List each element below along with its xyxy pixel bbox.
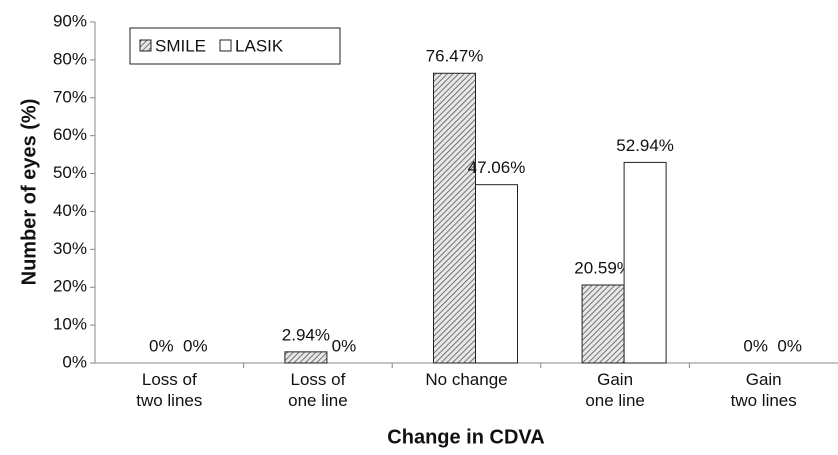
bar (581, 284, 625, 364)
data-label: 76.47% (426, 47, 484, 66)
y-tick-label: 10% (53, 315, 87, 334)
bar (623, 161, 667, 364)
legend-swatch (219, 39, 232, 52)
y-tick-label: 60% (53, 125, 87, 144)
bar (475, 184, 518, 364)
y-tick-label: 80% (53, 49, 87, 68)
data-label: 0% (332, 336, 357, 355)
legend-label: SMILE (155, 36, 206, 55)
y-tick-label: 40% (53, 201, 87, 220)
data-label: 0% (777, 336, 802, 355)
x-tick-label: No change (425, 370, 508, 389)
data-label: 47.06% (468, 158, 526, 177)
y-tick-label: 50% (53, 163, 87, 182)
x-axis-title: Change in CDVA (387, 426, 544, 448)
legend-label: LASIK (235, 36, 284, 55)
x-tick-label: Loss of two lines (136, 370, 203, 410)
y-tick-label: 70% (53, 87, 87, 106)
legend-swatch (139, 39, 152, 52)
x-tick-label: Gain one line (585, 370, 645, 410)
data-label: 20.59% (574, 258, 632, 277)
data-label: 2.94% (282, 325, 330, 344)
data-label: 0% (183, 336, 208, 355)
bar (284, 351, 328, 364)
y-axis-title: Number of eyes (%) (18, 99, 40, 286)
y-tick-label: 0% (62, 352, 87, 371)
data-label: 0% (743, 336, 768, 355)
data-label: 0% (149, 336, 174, 355)
x-tick-label: Loss of one line (288, 370, 348, 410)
bar (433, 72, 476, 364)
y-tick-label: 20% (53, 277, 87, 296)
x-tick-label: Gain two lines (730, 370, 797, 410)
y-tick-label: 90% (53, 11, 87, 30)
data-label: 52.94% (616, 136, 674, 155)
legend-box (129, 27, 341, 65)
y-tick-label: 30% (53, 239, 87, 258)
